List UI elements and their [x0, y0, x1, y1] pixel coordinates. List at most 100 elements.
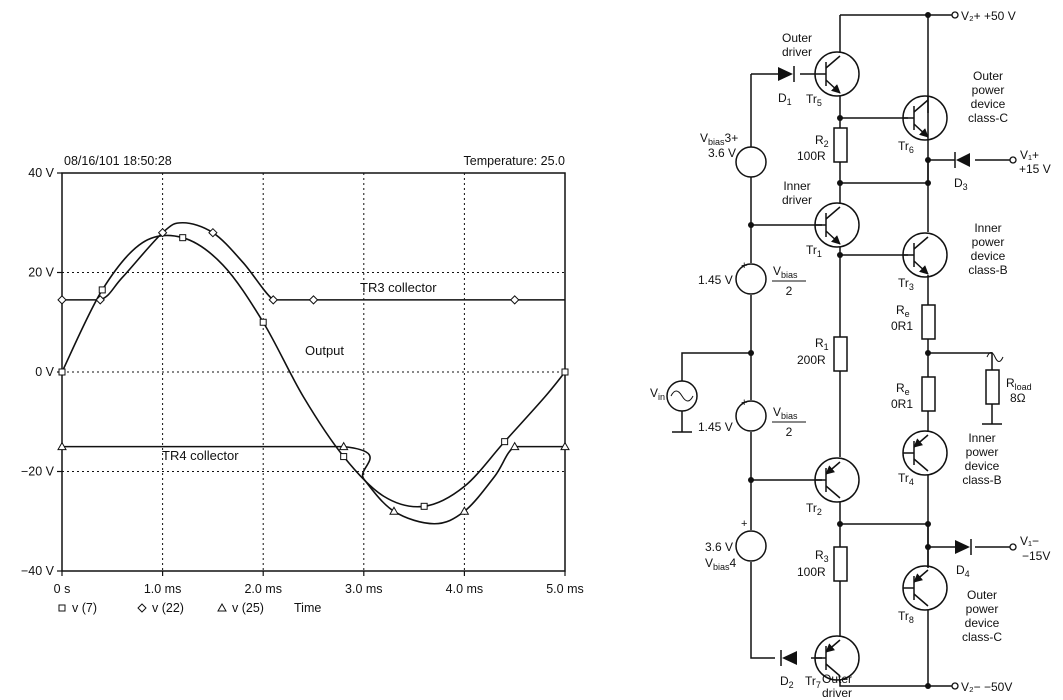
x-tick-label: 2.0 ms [244, 582, 282, 596]
x-axis-label: Time [294, 601, 321, 615]
series-point-triangle [389, 506, 399, 515]
transistor-tr6 [902, 95, 948, 141]
annotation-tr4-collector: TR4 collector [162, 448, 239, 463]
transistor-tr1 [814, 202, 860, 248]
supply-v2-pos: V₂+ +50 V [961, 9, 1016, 23]
x-tick-label: 3.0 ms [345, 582, 383, 596]
svg-text:class-B: class-B [962, 473, 1001, 487]
x-tick-label: 0 s [54, 582, 71, 596]
re-lower-label: Re [896, 381, 910, 397]
resistor-re-upper [921, 304, 936, 340]
annotation-output: Output [305, 343, 344, 358]
series-point-triangle [509, 441, 520, 451]
supply-v1-pos-value: +15 V [1019, 162, 1051, 176]
outer-driver-top-line1: Outer [782, 31, 812, 45]
y-tick-label: 20 V [28, 266, 54, 280]
bias-lower-fraction-bottom: 2 [786, 425, 793, 439]
vbias4-value: 3.6 V [705, 540, 733, 554]
series-point-diamond [509, 295, 520, 305]
transistor-tr8 [902, 565, 948, 611]
vbias4-label: Vbias4 [705, 556, 737, 572]
supply-v2-neg: V₂− −50V [961, 680, 1012, 694]
bias-source-lower-half [735, 400, 767, 432]
chart-legend: v (7) v (22) v (25) [58, 601, 264, 615]
y-tick-label: 40 V [28, 166, 54, 180]
d3-label: D3 [954, 176, 968, 192]
tr4-label: Tr4 [898, 471, 914, 487]
circuit-wires [672, 11, 1017, 690]
annotation-tr3-collector: TR3 collector [360, 280, 437, 295]
inner-driver-line2: driver [782, 193, 812, 207]
series-point-square [259, 318, 267, 326]
tr8-description: Outer power device class-C [962, 588, 1002, 644]
re-upper-label: Re [896, 303, 910, 319]
resistor-rload [985, 369, 1000, 405]
legend-label: v (22) [152, 601, 184, 615]
svg-text:device: device [965, 616, 1000, 630]
diode-d1 [778, 66, 795, 82]
diode-d2 [780, 650, 797, 666]
input-source [666, 380, 698, 412]
plot-series [57, 221, 570, 525]
legend-marker-diamond [137, 603, 147, 613]
series-point-square [420, 502, 428, 510]
inner-driver-line1: Inner [783, 179, 810, 193]
bias-source-upper-half [735, 263, 767, 295]
series-point-square [561, 368, 569, 376]
re-lower-value: 0R1 [891, 397, 913, 411]
r3-value: 100R [797, 565, 826, 579]
series-line-diamond [62, 221, 565, 301]
svg-text:power: power [966, 602, 999, 616]
svg-text:Outer: Outer [973, 69, 1003, 83]
svg-text:Inner: Inner [968, 431, 995, 445]
outer-driver-bottom-line1: Outer [822, 672, 852, 686]
amplifier-circuit: V₂+ +50 V V₂− −50V V₁+ +15 V V₁− −15V Ou… [650, 9, 1051, 700]
resistor-r1 [833, 336, 848, 372]
svg-text:Inner: Inner [974, 221, 1001, 235]
transistor-tr4 [902, 430, 948, 476]
bias-upper-value: 1.45 V [698, 273, 733, 287]
bias-upper-fraction-top: Vbias [773, 264, 798, 280]
chart-header-right: Temperature: 25.0 [464, 154, 565, 168]
bias-lower-fraction-top: Vbias [773, 405, 798, 421]
series-point-square [98, 286, 106, 294]
bias-lower-plus: + [741, 397, 747, 409]
y-tick-label: −20 V [21, 465, 55, 479]
tr1-label: Tr1 [806, 243, 822, 259]
d2-label: D2 [780, 674, 794, 690]
series-point-diamond [208, 227, 218, 238]
series-point-square [58, 368, 66, 376]
r2-value: 100R [797, 149, 826, 163]
vbias3-value: 3.6 V [708, 146, 736, 160]
d4-label: D4 [956, 563, 970, 579]
d1-label: D1 [778, 91, 792, 107]
series-point-triangle [560, 441, 570, 451]
series-point-diamond [268, 295, 278, 305]
supply-v1-neg-value: −15V [1022, 549, 1050, 563]
series-point-triangle [459, 506, 470, 515]
tr4-description: Inner power device class-B [962, 431, 1001, 487]
svg-text:device: device [971, 97, 1006, 111]
outer-driver-top-line2: driver [782, 45, 812, 59]
svg-text:power: power [972, 83, 1005, 97]
transistor-tr7 [814, 635, 860, 681]
resistor-r3 [833, 546, 848, 582]
series-line-square [61, 234, 566, 508]
y-axis-ticks: 40 V 20 V 0 V −20 V −40 V [21, 166, 62, 578]
r1-value: 200R [797, 353, 826, 367]
chart-header-left: 08/16/101 18:50:28 [64, 154, 172, 168]
vbias4-plus: + [741, 518, 747, 530]
r2-label: R2 [815, 133, 829, 149]
series-point-diamond [95, 295, 105, 305]
svg-text:device: device [971, 249, 1006, 263]
tr3-description: Inner power device class-B [968, 221, 1007, 277]
bias-lower-value: 1.45 V [698, 420, 733, 434]
series-line-triangle [62, 445, 565, 525]
circuit-junctions [748, 12, 931, 689]
series-point-diamond [157, 227, 168, 238]
diode-d3 [954, 152, 970, 168]
tr7-label: Tr7 [805, 674, 821, 690]
x-tick-label: 1.0 ms [144, 582, 182, 596]
svg-text:power: power [972, 235, 1005, 249]
waveform-chart: 08/16/101 18:50:28 Temperature: 25.0 40 … [21, 154, 584, 615]
